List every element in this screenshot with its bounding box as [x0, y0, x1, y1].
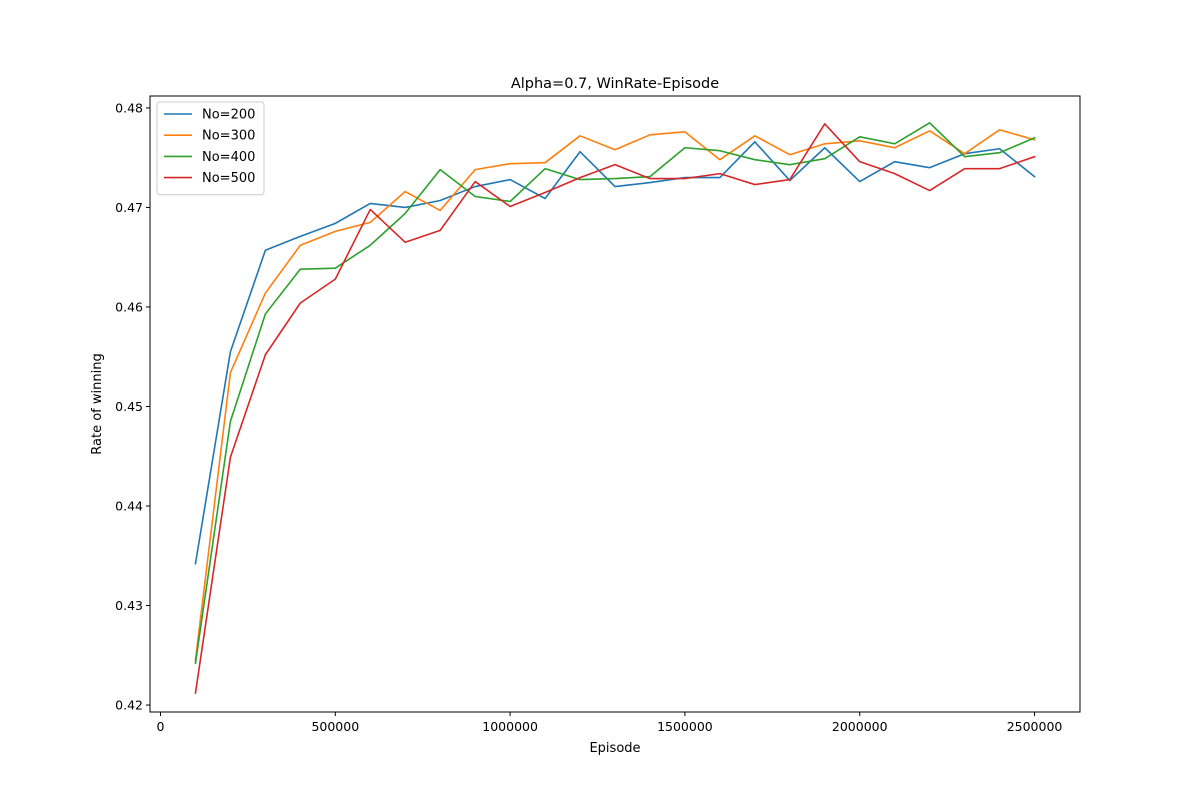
x-tick-label: 2500000: [1007, 719, 1063, 734]
x-axis-label: Episode: [589, 741, 640, 756]
legend-label: No=200: [202, 108, 255, 123]
y-tick-label: 0.46: [115, 299, 143, 314]
plot-frame: [149, 95, 1081, 713]
legend-label: No=500: [202, 171, 255, 186]
legend: No=200 No=300 No=400 No=500: [156, 101, 265, 196]
plot-lines: [194, 122, 1036, 694]
y-axis: 0.42 0.43 0.44 0.45 0.46 0.47 0.48: [115, 100, 150, 713]
y-tick-label: 0.47: [115, 200, 143, 215]
series-line-no-300: [194, 129, 1036, 662]
series-line-no-400: [194, 122, 1036, 665]
legend-box: [156, 101, 265, 196]
series-line-no-500: [194, 123, 1036, 694]
x-axis: 0 500000 1000000 1500000 2000000 2500000: [157, 712, 1063, 734]
x-tick-label: 1500000: [657, 719, 713, 734]
x-tick-label: 500000: [311, 719, 359, 734]
y-axis-label: Rate of winning: [90, 353, 105, 454]
y-tick-label: 0.42: [115, 698, 143, 713]
x-tick-label: 2000000: [832, 719, 888, 734]
x-tick-label: 1000000: [482, 719, 538, 734]
y-tick-label: 0.43: [115, 598, 143, 613]
legend-label: No=300: [202, 129, 255, 144]
legend-label: No=400: [202, 150, 255, 165]
series-line-no-200: [194, 140, 1036, 565]
y-tick-label: 0.48: [115, 100, 143, 115]
chart-title: Alpha=0.7, WinRate-Episode: [511, 76, 719, 92]
x-tick-label: 0: [157, 719, 165, 734]
y-tick-label: 0.45: [115, 399, 143, 414]
y-tick-label: 0.44: [115, 499, 143, 514]
